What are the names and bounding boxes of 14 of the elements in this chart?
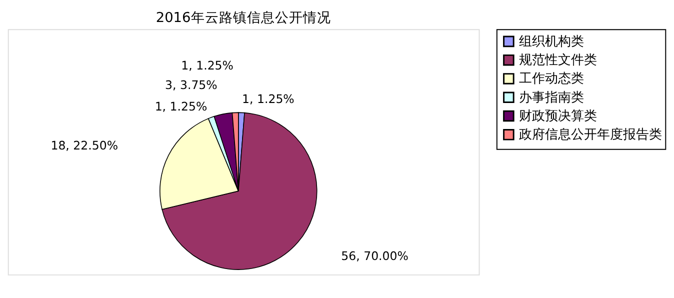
data-label: 1, 1.25%	[181, 58, 234, 73]
pie-slice	[162, 112, 318, 270]
chart-title: 2016年云路镇信息公开情况	[156, 10, 331, 26]
data-label: 3, 3.75%	[165, 78, 218, 92]
legend-label: 政府信息公开年度报告类	[518, 126, 662, 143]
legend-label: 财政预决算类	[518, 108, 597, 124]
data-label: 56, 70.00%	[341, 248, 408, 263]
legend-label: 工作动态类	[518, 72, 584, 87]
legend-label: 办事指南类	[518, 90, 584, 106]
data-label: 18, 22.50%	[50, 138, 118, 153]
legend-label: 组织机构类	[518, 34, 584, 50]
legend-label: 规范性文件类	[518, 53, 597, 68]
data-label: 1, 1.25%	[154, 99, 208, 114]
data-label: 1, 1.25%	[242, 92, 294, 106]
